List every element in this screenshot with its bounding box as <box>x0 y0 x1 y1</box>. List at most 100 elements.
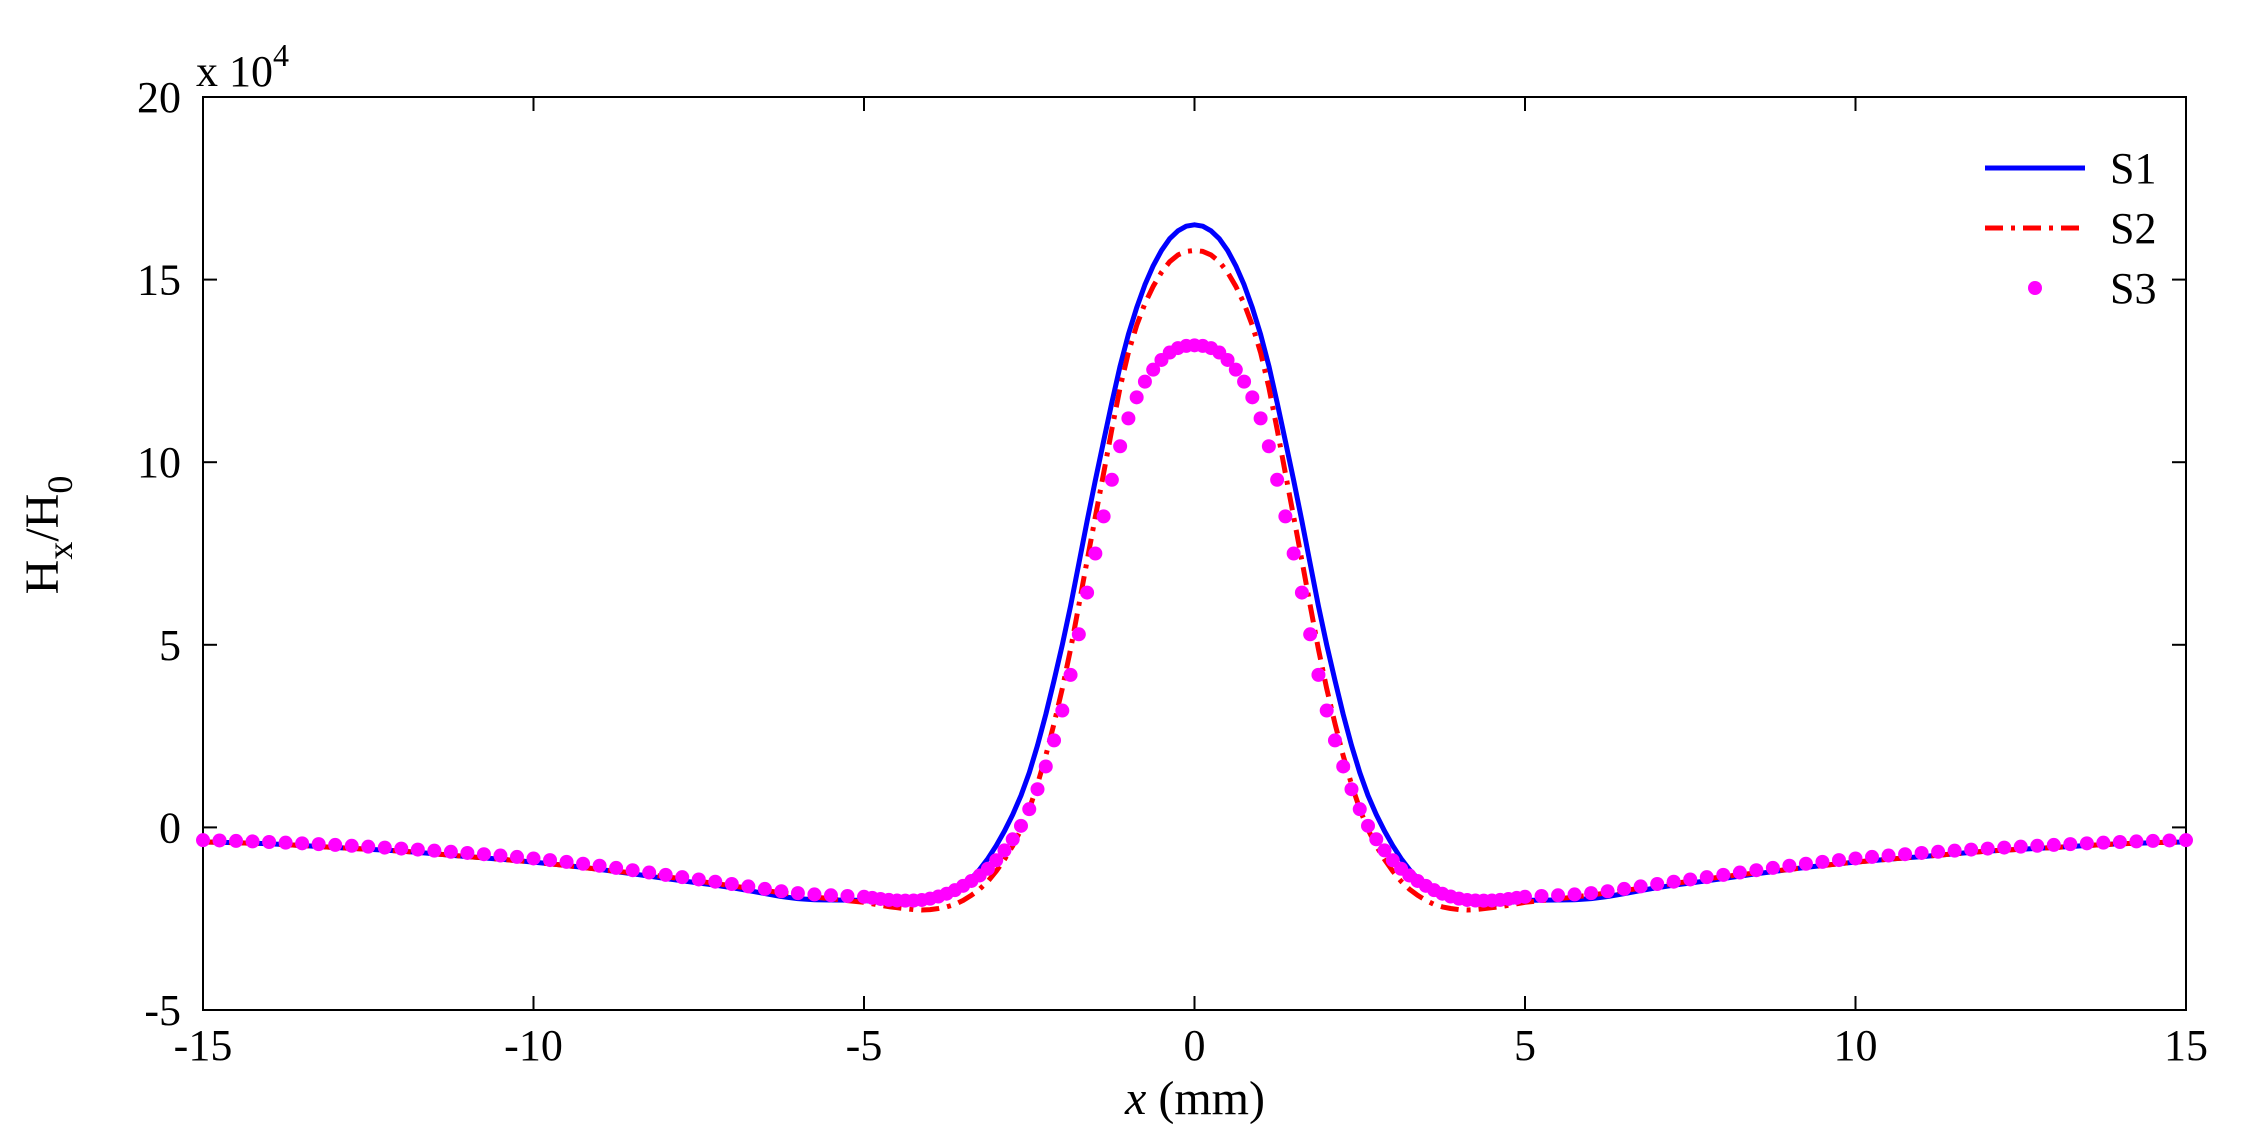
series-s3-point <box>1865 849 1880 864</box>
series-s3-point <box>427 843 442 858</box>
series-s1-line <box>202 222 2187 907</box>
series-s3-point <box>1377 843 1392 858</box>
series-s3-point <box>1964 842 1979 857</box>
series-s3-point <box>1096 509 1111 524</box>
series-s3-point <box>741 879 756 894</box>
x-tick-label: -10 <box>504 1021 563 1070</box>
series-s3-point <box>625 863 640 878</box>
series-s3-point <box>1278 509 1293 524</box>
series-s3-point <box>476 847 491 862</box>
series-s3-point <box>1551 888 1566 903</box>
series-s3-point <box>1121 411 1136 426</box>
series-s3-point <box>1327 733 1342 748</box>
legend-s1-label: S1 <box>2110 144 2156 193</box>
series-s3-point <box>1650 877 1665 892</box>
series-s3-point <box>295 836 310 851</box>
y-tick-label: 10 <box>137 438 181 487</box>
series-s3-point <box>1980 841 1995 856</box>
series-s3-point <box>377 840 392 855</box>
series-s3-point <box>1303 627 1318 642</box>
series-s3-point <box>1914 845 1929 860</box>
series-s3-point <box>361 839 376 854</box>
series-s3-point <box>1361 818 1376 833</box>
series-s3-point <box>1798 856 1813 871</box>
series-s3-point <box>642 865 657 880</box>
series-s3-point <box>592 858 607 873</box>
y-tick-label: -5 <box>144 986 181 1035</box>
series-s3-point <box>1815 854 1830 869</box>
series-s3-point <box>460 845 475 860</box>
series-s3-point <box>1261 439 1276 454</box>
series-s3-point <box>1600 884 1615 899</box>
series-s3-point <box>1666 874 1681 889</box>
series-s3-point <box>1253 411 1268 426</box>
series-s3-point <box>1294 585 1309 600</box>
series-s3-point <box>1765 860 1780 875</box>
series-s3-point <box>1137 374 1152 389</box>
series-s3-point <box>2030 838 2045 853</box>
x-tick-label: 15 <box>2164 1021 2208 1070</box>
series-s3-point <box>1617 881 1632 896</box>
series-s3-point <box>675 870 690 885</box>
legend-s3-label: S3 <box>2110 264 2156 313</box>
x-tick-label: -5 <box>846 1021 883 1070</box>
series-s3-point <box>609 860 624 875</box>
y-exponent-label: x 104 <box>196 37 289 96</box>
series-s3-point <box>1030 782 1045 797</box>
series-s3-point <box>509 849 524 864</box>
series-s3-point <box>1146 362 1161 377</box>
series-s3-point <box>1336 759 1351 774</box>
series-s3-point <box>1633 879 1648 894</box>
series-s3-point <box>229 833 244 848</box>
series-s3-point <box>997 843 1012 858</box>
series-s3-point <box>1220 352 1235 367</box>
series-s3-point <box>262 835 277 850</box>
series-s3-point <box>1344 782 1359 797</box>
x-tick-label: 10 <box>1834 1021 1878 1070</box>
series-s3-point <box>2096 835 2111 850</box>
series-s3-point <box>823 888 838 903</box>
series-s3-point <box>757 881 772 896</box>
series-s3-point <box>245 834 260 849</box>
series-s3-point <box>1013 818 1028 833</box>
series-s3-point <box>1063 667 1078 682</box>
series-s3-point <box>1038 759 1053 774</box>
series-s3-point <box>2063 837 2078 852</box>
legend: S1 S2 S3 <box>1985 144 2156 313</box>
series-s3-point <box>807 887 822 902</box>
series-s3-point <box>1319 703 1334 718</box>
series-s3-point <box>1931 844 1946 859</box>
series-s3-point <box>1071 627 1086 642</box>
series-s3-point <box>1683 872 1698 887</box>
series-s3-point <box>1088 546 1103 561</box>
series-s3-point <box>1518 889 1532 904</box>
axis-ticks: -15 -10 -5 0 5 10 15 -5 0 5 10 15 20 <box>137 73 2208 1070</box>
y-axis-label: Hx/H0 <box>16 476 80 595</box>
series-s3-point <box>658 867 673 882</box>
series-s3-point <box>708 874 723 889</box>
series-s3-point <box>774 884 789 899</box>
x-tick-label: 0 <box>1184 1021 1206 1070</box>
series-s3-point <box>1022 802 1037 817</box>
series-s3-point <box>1080 585 1095 600</box>
series-s3-point <box>1584 886 1599 901</box>
series-s3-point <box>2046 837 2061 852</box>
series-s3-point <box>1881 848 1896 863</box>
series-s3-point <box>1782 858 1797 873</box>
series-s3-point <box>1311 667 1326 682</box>
series-s3-point <box>790 886 805 901</box>
series-s3-point <box>328 837 343 852</box>
series-s3-point <box>410 842 425 857</box>
series-s3-point <box>2179 833 2193 848</box>
x-tick-label: -15 <box>174 1021 233 1070</box>
series-s3-point <box>543 853 558 868</box>
series-s3-point <box>1947 843 1962 858</box>
series-s3-point <box>344 838 359 853</box>
series-s3-point <box>1369 832 1384 847</box>
series-s3-point <box>691 872 706 887</box>
series-layer <box>196 222 2193 913</box>
x-axis-label: x (mm) <box>1124 1072 1265 1125</box>
series-s3-point <box>1831 853 1846 868</box>
series-s3-point <box>1286 546 1301 561</box>
